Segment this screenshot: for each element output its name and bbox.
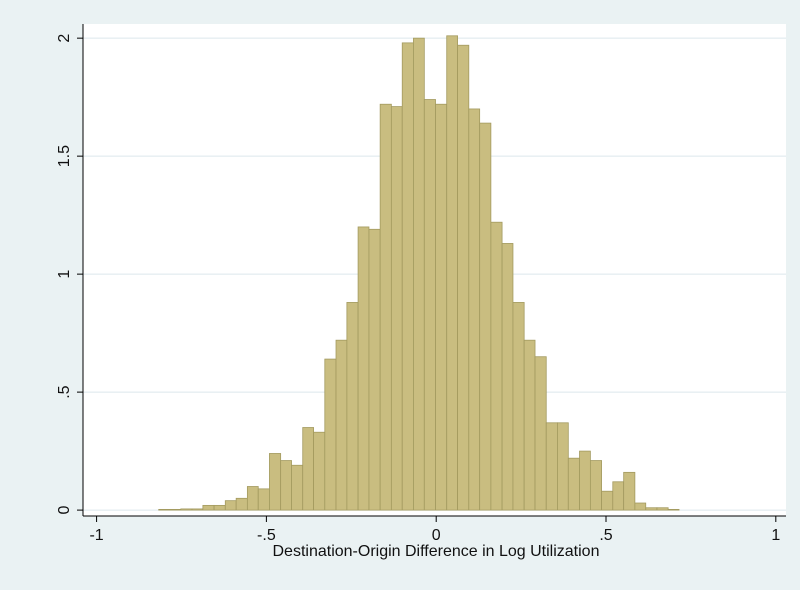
bar — [368, 228, 381, 511]
bar — [567, 457, 580, 511]
bar — [501, 243, 514, 511]
bar — [180, 508, 193, 511]
bar — [512, 302, 525, 511]
bar — [202, 504, 215, 511]
bar — [534, 356, 547, 511]
bar — [623, 471, 636, 511]
bar — [313, 431, 326, 511]
bar — [656, 507, 669, 511]
y-tick-label: 1 — [56, 270, 73, 279]
bar — [346, 302, 359, 511]
bar — [601, 490, 614, 511]
y-tick-label: 1.5 — [56, 145, 73, 167]
bar — [612, 481, 625, 511]
y-tick-label: .5 — [56, 385, 73, 398]
bar — [557, 422, 569, 511]
bar — [269, 453, 282, 511]
bar — [645, 507, 658, 511]
bar — [390, 106, 403, 511]
bar — [357, 226, 370, 511]
bar — [479, 122, 492, 511]
bar — [457, 44, 470, 511]
x-tick-label: .5 — [599, 527, 612, 544]
bar — [335, 339, 348, 511]
bar — [158, 508, 171, 511]
bar — [379, 103, 392, 511]
bar — [545, 422, 558, 511]
bar — [169, 508, 182, 511]
bar — [579, 450, 591, 511]
bar — [435, 103, 448, 511]
x-tick-label: 1 — [771, 527, 780, 544]
y-tick-label: 2 — [56, 34, 73, 43]
bar — [324, 358, 337, 511]
bar — [634, 502, 647, 511]
bar — [413, 37, 425, 511]
x-tick-label: 0 — [432, 527, 441, 544]
bar — [423, 99, 436, 511]
bar — [191, 508, 204, 511]
bar — [224, 500, 237, 511]
bar — [446, 35, 458, 511]
bar — [589, 460, 602, 511]
bar — [291, 464, 304, 511]
bar — [401, 42, 414, 511]
bar — [246, 486, 259, 511]
x-axis-label: Destination-Origin Difference in Log Uti… — [273, 543, 600, 560]
bar — [280, 460, 292, 511]
bar — [257, 488, 270, 511]
bar — [302, 427, 314, 511]
bar — [523, 339, 536, 511]
bar — [490, 221, 503, 511]
x-tick-label: -1 — [89, 527, 103, 544]
bar — [667, 508, 680, 511]
x-tick-label: -.5 — [257, 527, 276, 544]
bar — [213, 504, 226, 511]
y-tick-label: 0 — [56, 506, 73, 515]
bar — [235, 497, 248, 511]
bar — [468, 108, 481, 511]
